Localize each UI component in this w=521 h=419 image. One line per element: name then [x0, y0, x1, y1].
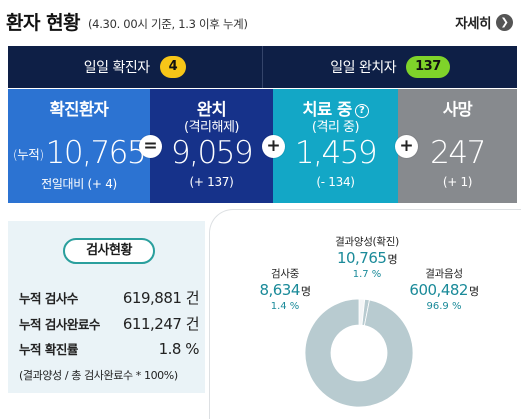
equals-icon: = — [139, 135, 162, 158]
donut-negative-value: 600,482 — [409, 281, 468, 299]
test-note: (결과양성 / 총 검사완료수 * 100%) — [19, 369, 178, 382]
test-row-value: 619,881 건 — [122, 289, 200, 307]
test-status-panel: 검사현황 누적 검사수 619,881 건 누적 검사완료수 611,247 건… — [8, 221, 205, 393]
daily-recovered-badge: 137 — [406, 56, 450, 78]
stat-confirmed-value-line: (누적)10,765 — [8, 136, 150, 172]
test-row-value: 1.8 % — [158, 340, 200, 358]
daily-summary-bar: 일일 확진자 4 일일 완치자 137 — [8, 46, 517, 88]
chevron-right-icon: ❯ — [496, 13, 513, 31]
stat-recovered-value: 9,059 — [170, 135, 254, 171]
header: 환자 현황 (4.30. 00시 기준, 1.3 이후 누계) 자세히 ❯ — [0, 0, 521, 46]
stat-confirmed-change: 전일대비 (+ 4) — [41, 177, 117, 191]
stat-recovered-label: 완치 — [196, 100, 227, 119]
donut-slice-negative — [304, 298, 414, 408]
daily-confirmed-label: 일일 확진자 — [83, 60, 150, 76]
donut-chart — [304, 298, 414, 408]
help-icon[interactable]: ? — [354, 104, 369, 118]
donut-negative-pct: 96.9 % — [426, 301, 462, 312]
stat-treatment-value: 1,459 — [294, 135, 378, 171]
donut-positive-value: 10,765 — [336, 249, 387, 267]
donut-testing-name: 검사중 — [270, 268, 300, 280]
stat-confirmed: 확진환자 (누적)10,765 전일대비 (+ 4) — [8, 89, 150, 203]
stat-confirmed-value: 10,765 — [45, 135, 147, 171]
plus-icon: + — [262, 135, 285, 158]
stat-treatment-label: 치료 중 — [302, 100, 352, 119]
stat-recovered-sub: (격리해제) — [184, 120, 239, 135]
test-row-label: 누적 검사완료수 — [19, 317, 100, 332]
detail-link[interactable]: 자세히 ❯ — [455, 12, 513, 32]
stat-recovered: 완치 (격리해제) 9,059 (+ 137) — [150, 89, 273, 203]
daily-recovered-label: 일일 완치자 — [330, 60, 397, 76]
donut-testing-unit: 명 — [300, 285, 311, 298]
donut-label-testing: 검사중 8,634명 1.4 % — [250, 266, 320, 312]
donut-positive-value-line: 10,765명 — [322, 249, 412, 269]
donut-positive-unit: 명 — [387, 253, 398, 266]
stat-confirmed-label: 확진환자 — [49, 100, 109, 119]
page-title: 환자 현황 — [6, 12, 81, 34]
test-row: 누적 검사수 619,881 건 — [19, 287, 201, 308]
donut-positive-name: 결과양성(확진) — [335, 236, 399, 248]
stat-treatment-sub: (격리 중) — [311, 120, 360, 135]
donut-negative-value-line: 600,482명 — [398, 281, 490, 301]
stat-recovered-change: (+ 137) — [189, 175, 234, 189]
donut-label-positive: 결과양성(확진) 10,765명 1.7 % — [322, 234, 412, 280]
detail-label: 자세히 — [455, 16, 491, 32]
donut-testing-value: 8,634 — [259, 281, 300, 299]
daily-confirmed-badge: 4 — [159, 56, 187, 78]
test-row-label: 누적 검사수 — [19, 291, 78, 306]
test-row-label: 누적 확진률 — [19, 342, 78, 357]
donut-testing-pct: 1.4 % — [270, 301, 300, 312]
test-row: 누적 확진률 1.8 % — [19, 339, 201, 358]
stat-treatment-label-line: 치료 중? — [273, 101, 398, 119]
donut-label-negative: 결과음성 600,482명 96.9 % — [398, 266, 490, 312]
test-row-value: 611,247 건 — [122, 315, 200, 333]
daily-confirmed: 일일 확진자 4 — [8, 46, 262, 88]
plus-icon: + — [395, 135, 418, 158]
stat-confirmed-prefix: (누적) — [12, 147, 44, 162]
test-row: 누적 검사완료수 611,247 건 — [19, 313, 201, 334]
stats-row: 확진환자 (누적)10,765 전일대비 (+ 4) 완치 (격리해제) 9,0… — [8, 89, 517, 203]
stat-deceased-label: 사망 — [442, 100, 473, 119]
stat-treatment-change: (- 134) — [316, 175, 355, 189]
stat-deceased-value: 247 — [430, 135, 486, 171]
daily-recovered: 일일 완치자 137 — [262, 46, 517, 88]
test-status-title: 검사현황 — [63, 238, 155, 264]
donut-positive-pct: 1.7 % — [352, 269, 382, 280]
donut-negative-name: 결과음성 — [425, 268, 463, 280]
donut-negative-unit: 명 — [468, 285, 479, 298]
stat-deceased-change: (+ 1) — [442, 175, 473, 189]
donut-testing-value-line: 8,634명 — [250, 281, 320, 301]
test-result-donut-panel: 결과양성(확진) 10,765명 1.7 % 검사중 8,634명 1.4 % … — [209, 209, 521, 419]
stat-treatment: 치료 중? (격리 중) 1,459 (- 134) — [273, 89, 398, 203]
page-subtitle: (4.30. 00시 기준, 1.3 이후 누계) — [88, 17, 248, 31]
